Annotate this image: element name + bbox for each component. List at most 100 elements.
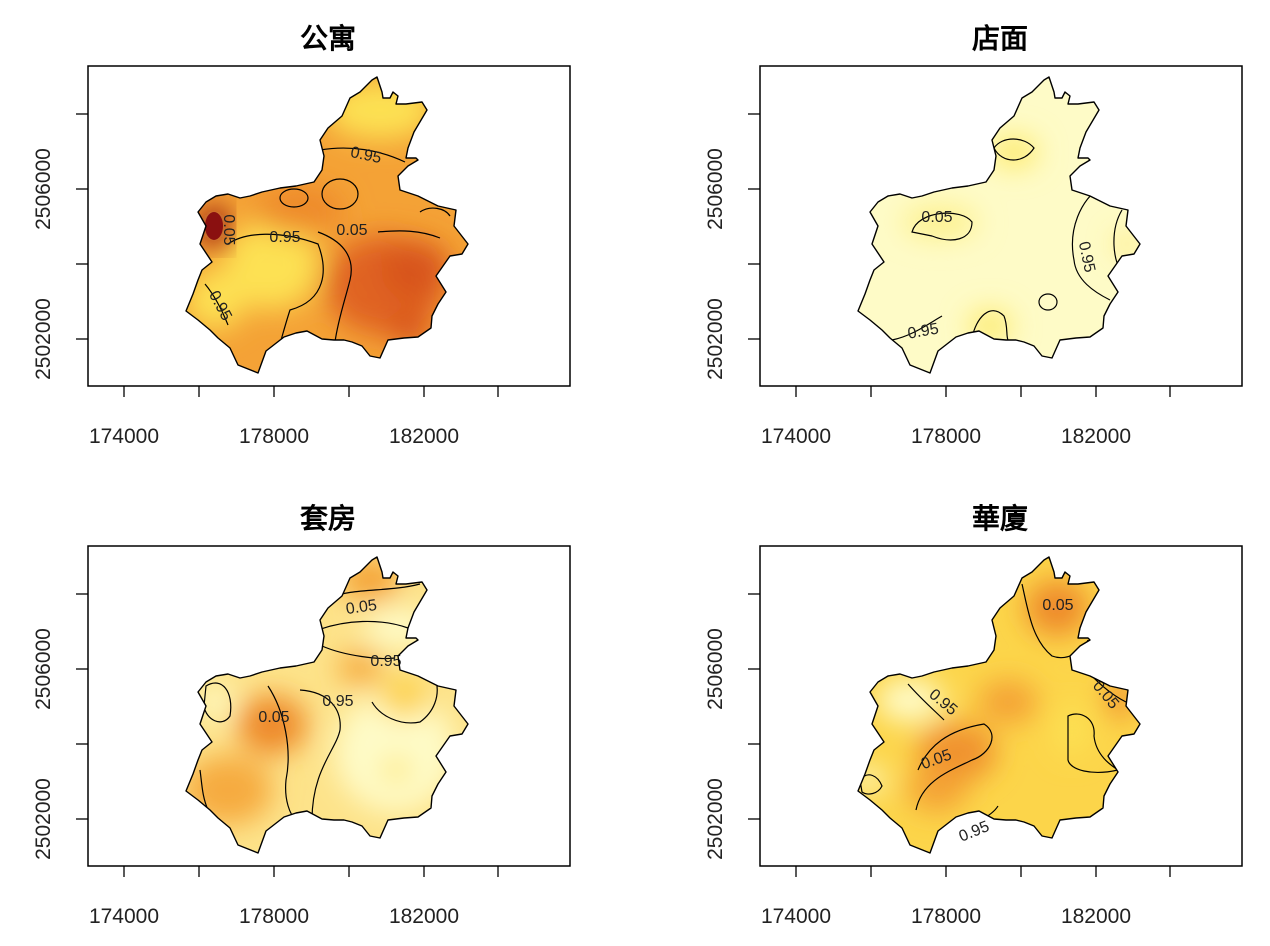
x-axis: 174000 178000 182000 (89, 866, 499, 928)
contour-line (267, 685, 297, 821)
contour-line (911, 212, 973, 241)
y-tick-label: 2506000 (32, 148, 55, 230)
x-tick-label: 174000 (761, 905, 831, 928)
x-tick-label: 174000 (89, 905, 159, 928)
x-tick-label: 174000 (89, 425, 159, 448)
contour-label: 0.95 (1075, 240, 1098, 274)
x-tick-label: 178000 (911, 425, 981, 448)
hotspot (224, 220, 320, 310)
x-axis: 174000 178000 182000 (761, 386, 1171, 448)
hotspot (917, 722, 997, 782)
contour-label: 0.95 (370, 653, 401, 670)
contour-line (317, 231, 352, 343)
x-tick-label: 178000 (239, 905, 309, 928)
heat-surface (858, 77, 1140, 373)
panel-apartment: 公寓 0.95 0.05 (32, 22, 571, 448)
x-tick-label: 182000 (389, 905, 459, 928)
contour-line (907, 683, 945, 721)
contour-line (915, 723, 993, 811)
contour-line (859, 774, 883, 795)
contour-label: 0.95 (906, 320, 940, 342)
contour-line (321, 178, 359, 210)
y-tick-label: 2506000 (704, 148, 727, 230)
hotspot (1115, 236, 1139, 252)
contour-label: 0.95 (349, 144, 383, 167)
panel-title: 華廈 (972, 502, 1028, 535)
contour-line (371, 679, 438, 724)
contour-line (1071, 185, 1111, 301)
plot-frame (759, 545, 1243, 867)
contour-label: 0.05 (220, 214, 237, 245)
contour-line (203, 682, 232, 723)
contour-label: 0.05 (1042, 597, 1073, 614)
hotspot (205, 212, 223, 240)
x-tick-label: 174000 (761, 425, 831, 448)
contour-line (891, 315, 943, 341)
panel-suite: 套房 0.05 0 (32, 502, 571, 928)
panel-title: 店面 (972, 22, 1028, 55)
contour-label: 0.05 (345, 597, 378, 618)
x-tick-label: 178000 (239, 425, 309, 448)
y-axis: 2502000 2506000 (704, 593, 760, 860)
contour-label: 0.95 (322, 693, 353, 710)
plot-frame (87, 545, 571, 867)
contour-line (227, 233, 324, 361)
hotspot (382, 760, 410, 780)
contour-line (321, 645, 396, 660)
contour-line (279, 188, 309, 208)
hotspot (978, 680, 1038, 724)
y-tick-label: 2502000 (704, 778, 727, 860)
contour-line (993, 138, 1035, 161)
contour-label: 0.05 (258, 709, 289, 726)
contour-line (1038, 293, 1058, 311)
heat-surface (858, 557, 1140, 853)
x-axis: 174000 178000 182000 (89, 386, 499, 448)
contour-line (319, 147, 406, 163)
hotspot (380, 240, 450, 300)
contour-line (419, 207, 451, 217)
hotspot (338, 650, 382, 686)
y-axis: 2502000 2506000 (704, 113, 760, 380)
contour-line (971, 310, 1009, 341)
panel-mansion: 華廈 0.05 0.95 0.05 (704, 502, 1243, 928)
x-tick-label: 182000 (1061, 425, 1131, 448)
hotspot (990, 136, 1038, 168)
plot-frame (87, 65, 571, 387)
contour-line (1067, 713, 1120, 773)
contour-line (377, 230, 441, 239)
x-tick-label: 182000 (1061, 905, 1131, 928)
hotspot (325, 80, 435, 140)
hotspot (380, 678, 428, 718)
contour-label: 0.95 (269, 229, 300, 246)
y-axis: 2502000 2506000 (32, 113, 88, 380)
contour-lines (891, 138, 1125, 341)
hotspot (907, 768, 967, 812)
contour-lines (204, 147, 451, 361)
panel-title: 公寓 (300, 22, 356, 55)
plot-frame (759, 65, 1243, 387)
hotspot (1054, 704, 1090, 756)
hotspot (388, 314, 432, 346)
hotspot (335, 692, 455, 812)
y-tick-label: 2502000 (704, 298, 727, 380)
contour-lines (199, 583, 438, 821)
contour-label: 0.05 (336, 222, 367, 239)
y-tick-label: 2506000 (704, 628, 727, 710)
hotspot (237, 695, 307, 755)
contour-label: 0.95 (957, 818, 992, 845)
x-axis: 174000 178000 182000 (761, 866, 1171, 928)
panel-title: 套房 (300, 502, 356, 535)
hotspot (199, 684, 231, 720)
panel-storefront: 店面 0.05 0.95 0.95 (704, 22, 1243, 448)
contour-line (204, 283, 229, 326)
y-axis: 2502000 2506000 (32, 593, 88, 860)
contour-line (317, 620, 409, 631)
x-tick-label: 178000 (911, 905, 981, 928)
contour-line (299, 689, 341, 821)
contour-label: 0.05 (921, 209, 952, 226)
hotspot (186, 270, 245, 330)
hotspot (876, 678, 944, 722)
y-tick-label: 2502000 (32, 298, 55, 380)
x-tick-label: 182000 (389, 425, 459, 448)
